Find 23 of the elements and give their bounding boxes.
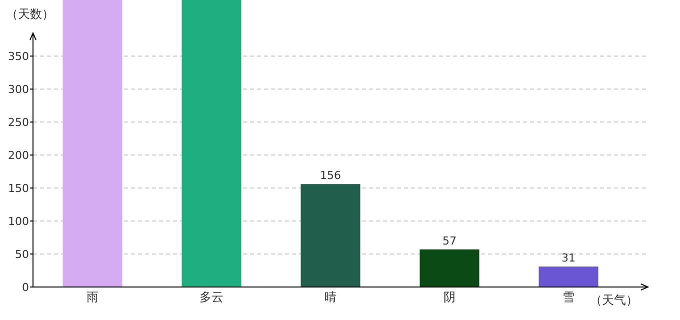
y-tick-label: 50	[15, 248, 29, 262]
y-tick-label: 350	[8, 50, 29, 64]
data-label: 31	[562, 252, 576, 265]
x-tick-label: 阴	[444, 290, 456, 304]
x-tick-label: 雪	[562, 290, 574, 304]
x-axis-title: （天气）	[590, 293, 638, 307]
y-tick-label: 200	[8, 149, 29, 162]
bar	[538, 266, 598, 287]
bar	[420, 249, 480, 287]
data-label: 57	[442, 234, 456, 248]
bar	[300, 184, 360, 287]
bar	[62, 0, 122, 287]
data-label: 156	[320, 169, 341, 182]
x-tick-label: 晴	[324, 290, 336, 304]
y-tick-label: 250	[8, 116, 29, 130]
x-tick-label: 多云	[200, 290, 224, 304]
y-axis-title: （天数）	[6, 7, 54, 21]
y-tick-label: 0	[22, 281, 29, 294]
y-tick-label: 100	[8, 215, 29, 228]
x-tick-label: 雨	[86, 290, 98, 304]
y-tick-label: 300	[8, 83, 29, 96]
y-tick-label: 150	[8, 182, 29, 196]
bar	[182, 0, 242, 287]
